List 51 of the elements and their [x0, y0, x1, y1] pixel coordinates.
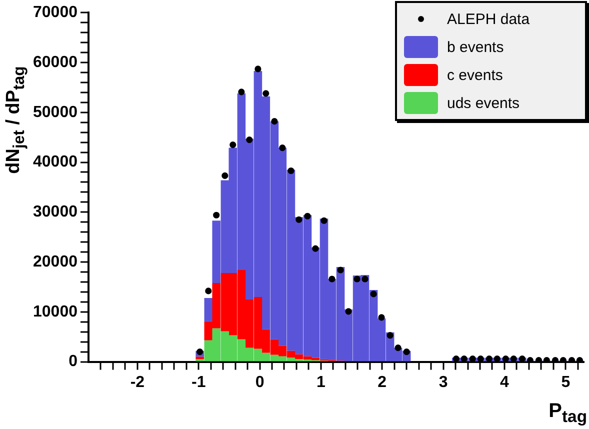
- point: [328, 276, 336, 282]
- point: [403, 348, 410, 356]
- bar: [204, 298, 213, 322]
- point: [238, 88, 245, 96]
- point: [246, 136, 253, 144]
- point: [320, 217, 328, 224]
- y-tick-label: 30000: [32, 204, 78, 221]
- x-tick-label: 5: [561, 374, 570, 391]
- legend-label: b events: [447, 38, 504, 56]
- point: [213, 212, 220, 218]
- point: [378, 314, 385, 321]
- legend-label: c events: [447, 66, 503, 84]
- point: [362, 276, 368, 282]
- point: [296, 216, 302, 223]
- y-tick-label: 40000: [32, 154, 78, 171]
- y-tick-label: 0: [68, 353, 78, 370]
- point: [526, 357, 534, 362]
- x-tick-label: 1: [316, 374, 326, 391]
- y-tick-label: 70000: [32, 4, 78, 22]
- point: [279, 144, 286, 152]
- x-tick-label: 0: [255, 374, 264, 391]
- point: [205, 288, 212, 294]
- x-tick-label: 2: [378, 374, 387, 391]
- point: [560, 357, 566, 362]
- point: [271, 118, 278, 125]
- y-tick-label: 10000: [32, 303, 78, 320]
- legend-label: ALEPH data: [447, 10, 530, 28]
- x-axis-title: P$_{tag}$: [548, 400, 587, 427]
- x-tick-label: 4: [500, 374, 510, 391]
- x-tick-label: -2: [130, 374, 145, 391]
- y-tick-label: 60000: [32, 54, 78, 71]
- point: [354, 276, 360, 282]
- point: [370, 290, 377, 298]
- y-tick-label: 20000: [32, 253, 78, 270]
- x-tick-label: -1: [191, 374, 206, 391]
- point: [262, 90, 270, 97]
- point: [230, 141, 236, 148]
- x-tick-label: 3: [438, 374, 448, 391]
- point: [394, 344, 402, 352]
- point: [337, 266, 344, 274]
- y-tick-label: 50000: [32, 104, 78, 121]
- point: [222, 172, 228, 180]
- point: [345, 308, 352, 315]
- bar: [196, 356, 204, 360]
- point: [288, 167, 294, 174]
- point: [304, 212, 311, 220]
- point: [312, 245, 319, 252]
- point: [543, 357, 550, 362]
- point: [386, 332, 394, 339]
- point: [254, 66, 262, 72]
- legend-label: uds events: [447, 94, 520, 112]
